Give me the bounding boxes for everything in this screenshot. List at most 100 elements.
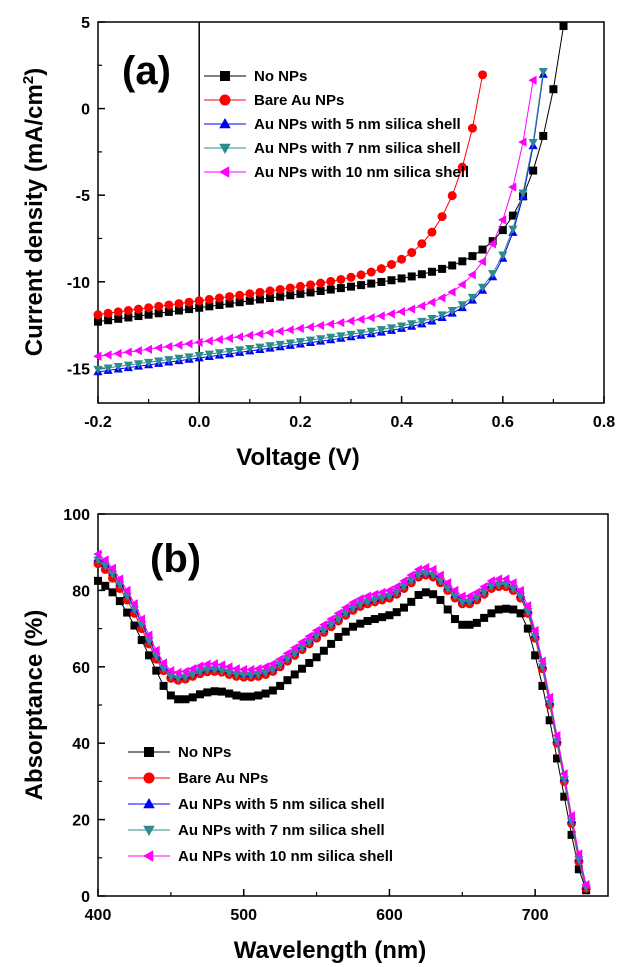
panel-b-data-point	[158, 665, 169, 674]
panel-a-series-au-nps-with-10-nm-silica-shell	[93, 75, 537, 361]
panel-b-data-point	[545, 716, 554, 725]
panel-b-data-point	[231, 664, 240, 674]
panel-b-data-point	[173, 674, 183, 684]
panel-b-data-point	[166, 672, 176, 682]
panel-a-data-point	[184, 339, 193, 349]
panel-b-data-point	[187, 664, 197, 674]
panel-b-data-point	[480, 613, 489, 622]
panel-a-data-point	[113, 307, 123, 317]
panel-b-data-point	[442, 578, 452, 588]
panel-a-x-tick-label: 0.8	[593, 414, 615, 431]
panel-b-data-point	[472, 618, 481, 627]
panel-a-data-point	[164, 300, 174, 310]
panel-a-data-point	[184, 297, 194, 307]
panel-a-data-point	[255, 343, 265, 352]
panel-b-legend-label: Au NPs with 10 nm silica shell	[178, 848, 393, 865]
panel-a-jv-chart: -0.2 0.0 0.2 0.4 0.6 0.8 5 0 -5 -10 -15 (a) No NPs…	[20, 15, 615, 471]
panel-a-data-point	[487, 239, 497, 249]
panel-b-data-point	[537, 656, 546, 666]
panel-b-data-point	[100, 555, 109, 565]
panel-b-data-point	[494, 605, 503, 614]
panel-b-data-point	[544, 692, 554, 702]
panel-b-data-point	[319, 627, 329, 636]
panel-b-data-point	[107, 570, 118, 579]
panel-b-data-point	[428, 571, 438, 580]
panel-b-data-point	[238, 664, 248, 675]
panel-a-data-point	[366, 267, 376, 277]
panel-b-legend-marker	[143, 798, 155, 809]
panel-b-x-tick-label: 600	[376, 907, 403, 924]
panel-a-data-point	[94, 317, 102, 326]
panel-a-data-point	[468, 252, 477, 261]
panel-a-data-point	[174, 340, 183, 350]
panel-a-data-point	[214, 349, 225, 358]
panel-b-data-point	[100, 562, 110, 571]
panel-b-data-point	[465, 620, 474, 629]
panel-b-data-point	[457, 591, 466, 601]
panel-a-data-point	[437, 212, 447, 222]
panel-a-data-point	[194, 351, 204, 361]
panel-a-data-point	[447, 306, 457, 316]
panel-a-curve	[97, 74, 484, 316]
panel-a-legend-marker	[219, 143, 231, 154]
panel-b-data-point	[101, 581, 110, 590]
panel-a-data-point	[245, 296, 254, 305]
panel-a-data-point	[266, 294, 275, 303]
panel-b-data-point	[282, 655, 293, 664]
panel-a-data-point	[366, 327, 376, 336]
panel-b-data-point	[217, 687, 226, 696]
panel-a-data-point	[376, 311, 385, 321]
panel-a-data-point	[204, 350, 214, 359]
panel-a-data-point	[457, 301, 467, 310]
panel-a-data-point	[336, 332, 346, 341]
panel-a-data-point	[477, 256, 486, 267]
panel-a-data-point	[204, 294, 214, 304]
panel-a-data-point	[539, 131, 548, 140]
panel-a-data-point	[185, 305, 194, 314]
panel-b-data-point	[93, 556, 103, 565]
panel-b-data-point	[370, 596, 380, 605]
panel-a-data-point	[276, 292, 285, 301]
panel-a-data-point	[529, 166, 538, 175]
panel-b-data-point	[152, 666, 161, 675]
panel-a-data-point	[427, 267, 436, 276]
panel-b-data-point	[122, 585, 131, 595]
panel-b-data-point	[531, 651, 540, 660]
panel-a-data-point	[305, 322, 314, 332]
panel-a-data-point	[245, 289, 255, 299]
panel-a-series-group	[93, 22, 568, 376]
panel-b-data-point	[312, 653, 321, 662]
panel-b-data-point	[494, 581, 504, 590]
panel-a-data-point	[144, 303, 154, 313]
panel-b-data-point	[400, 603, 408, 612]
panel-b-data-point	[450, 585, 459, 595]
panel-a-data-point	[123, 306, 133, 316]
panel-b-data-point	[559, 776, 569, 785]
panel-b-data-point	[107, 563, 116, 573]
panel-a-data-point	[295, 338, 305, 347]
panel-a-data-point	[225, 299, 234, 308]
panel-a-data-point	[386, 324, 397, 333]
panel-b-data-point	[487, 609, 496, 618]
panel-a-data-point	[518, 189, 528, 198]
panel-a-data-point	[275, 340, 285, 350]
panel-a-y-tick-label: -10	[67, 275, 90, 292]
panel-b-data-point	[377, 594, 387, 603]
panel-b-data-point	[246, 664, 255, 675]
panel-b-data-point	[136, 614, 146, 624]
panel-a-data-point	[467, 293, 478, 303]
panel-a-data-point	[559, 22, 568, 31]
panel-a-data-point	[336, 317, 345, 328]
panel-a-data-point	[103, 350, 112, 360]
panel-a-data-point	[133, 346, 142, 356]
panel-b-data-point	[429, 590, 438, 599]
panel-a-data-point	[286, 291, 295, 300]
panel-b-data-point	[486, 583, 497, 592]
panel-a-data-point	[397, 254, 407, 264]
panel-a-data-point	[478, 245, 487, 254]
panel-b-legend-item: No NPs	[128, 744, 231, 761]
panel-a-data-point	[427, 314, 437, 324]
panel-a-data-point	[325, 319, 335, 329]
panel-b-data-point	[298, 664, 306, 673]
panel-a-data-point	[205, 302, 214, 311]
